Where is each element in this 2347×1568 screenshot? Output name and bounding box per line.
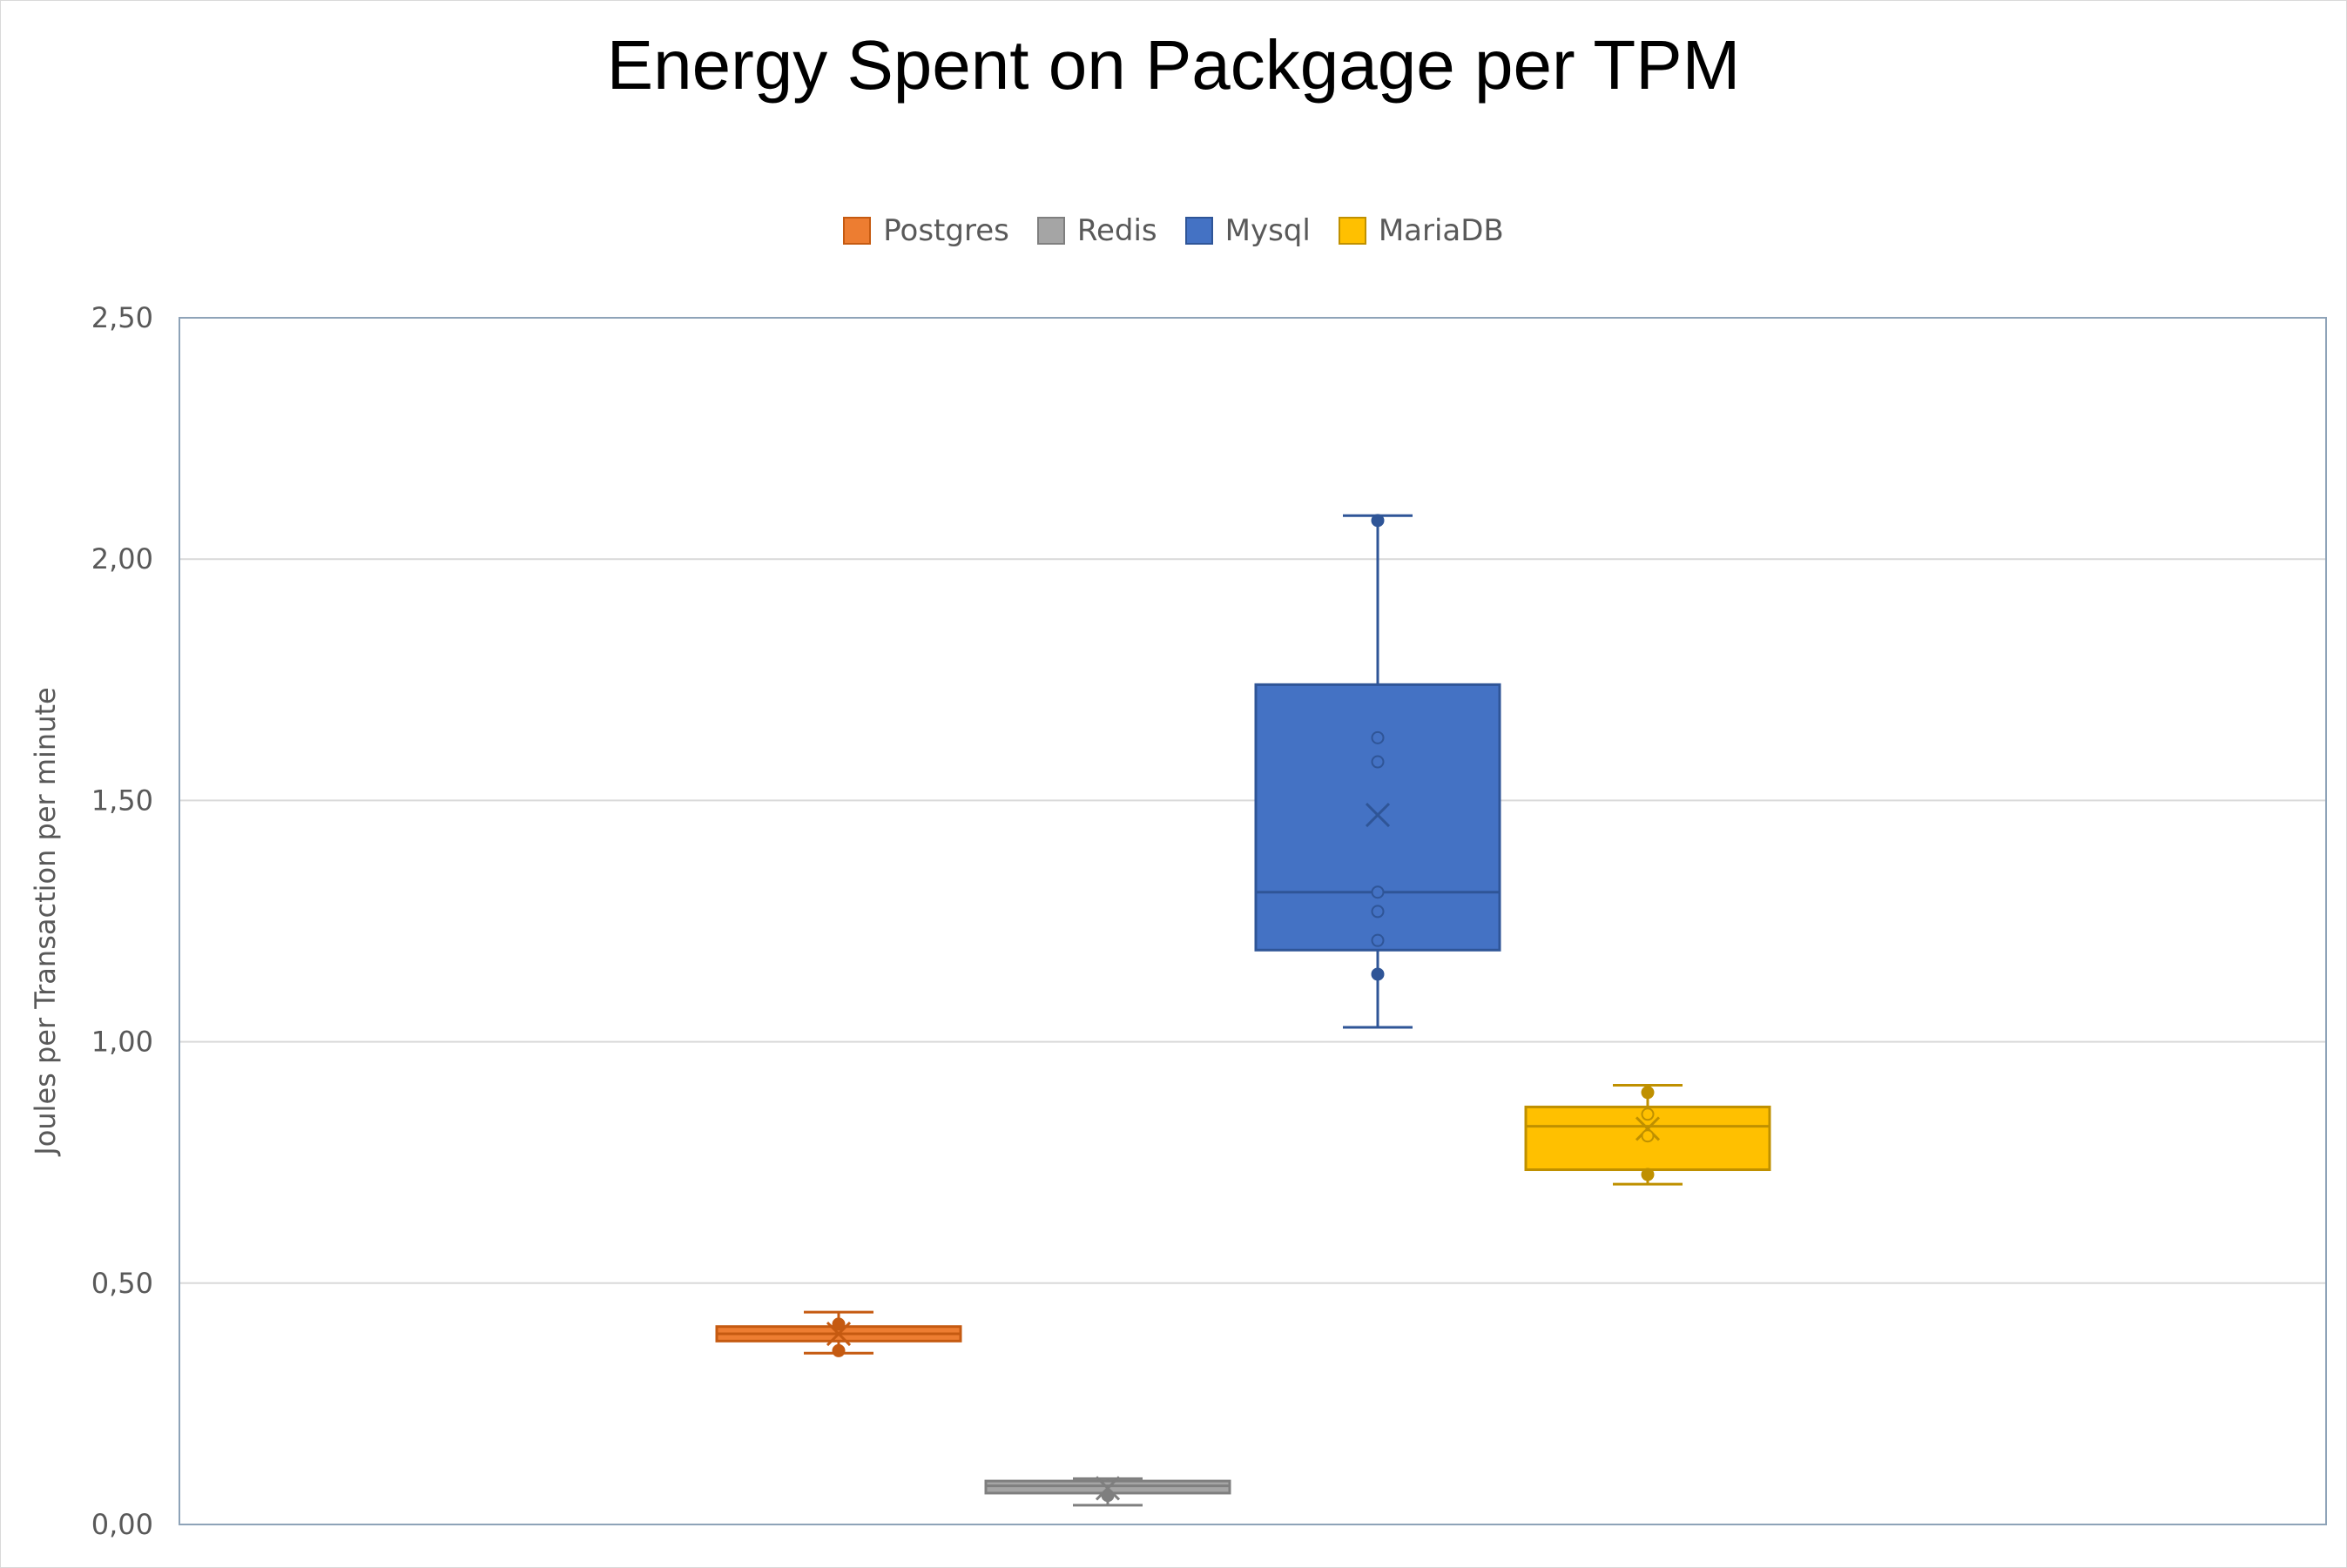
y-tick-label: 2,50 [91, 301, 153, 334]
data-point [1641, 1168, 1655, 1181]
box-mariadb [1524, 1083, 1771, 1186]
legend-label-mysql: Mysql [1224, 213, 1311, 248]
y-tick-label: 1,50 [91, 784, 153, 817]
legend-item-postgres[interactable]: Postgres [843, 213, 1009, 248]
gridlines [179, 558, 2326, 1284]
data-point [1371, 730, 1385, 744]
data-point [1641, 1086, 1655, 1100]
box-mysql [1254, 514, 1501, 1029]
mean-marker [1635, 1116, 1661, 1141]
data-point [1371, 755, 1385, 769]
data-point [832, 1317, 846, 1331]
data-point [1371, 967, 1385, 981]
legend-item-mariadb[interactable]: MariaDB [1338, 213, 1504, 248]
legend-swatch-postgres [843, 217, 872, 245]
legend-item-mysql[interactable]: Mysql [1184, 213, 1311, 248]
y-tick-label: 0,50 [91, 1267, 153, 1300]
box-postgres [715, 1310, 962, 1357]
y-tick-label: 2,00 [91, 542, 153, 575]
legend-label-mariadb: MariaDB [1378, 213, 1504, 248]
data-point [1641, 1107, 1655, 1121]
plot-frame [179, 317, 2327, 1525]
legend-swatch-mariadb [1338, 217, 1366, 245]
box-redis [984, 1476, 1231, 1507]
legend: Postgres Redis Mysql MariaDB [1, 213, 2346, 248]
legend-swatch-mysql [1184, 217, 1213, 245]
data-point [1641, 1129, 1655, 1143]
legend-swatch-redis [1036, 217, 1065, 245]
data-point [1101, 1489, 1115, 1503]
box-series [715, 514, 1771, 1507]
y-tick-label: 1,00 [91, 1026, 153, 1059]
chart-title: Energy Spent on Packgage per TPM [606, 26, 1741, 104]
mean-marker [1095, 1476, 1121, 1501]
data-point [1371, 514, 1385, 528]
legend-label-redis: Redis [1076, 213, 1157, 248]
data-point [1371, 933, 1385, 947]
y-tick-labels: 0,00 0,50 1,00 1,50 2,00 2,50 [91, 301, 153, 1541]
data-point [1371, 885, 1385, 899]
data-point [1371, 905, 1385, 919]
y-tick-label: 0,00 [91, 1508, 153, 1541]
data-point [832, 1343, 846, 1357]
legend-item-redis[interactable]: Redis [1036, 213, 1157, 248]
mean-marker [826, 1321, 852, 1347]
y-axis-title: Joules per Transaction per minute [29, 687, 62, 1156]
legend-label-postgres: Postgres [883, 213, 1009, 248]
mean-marker [1365, 802, 1391, 828]
